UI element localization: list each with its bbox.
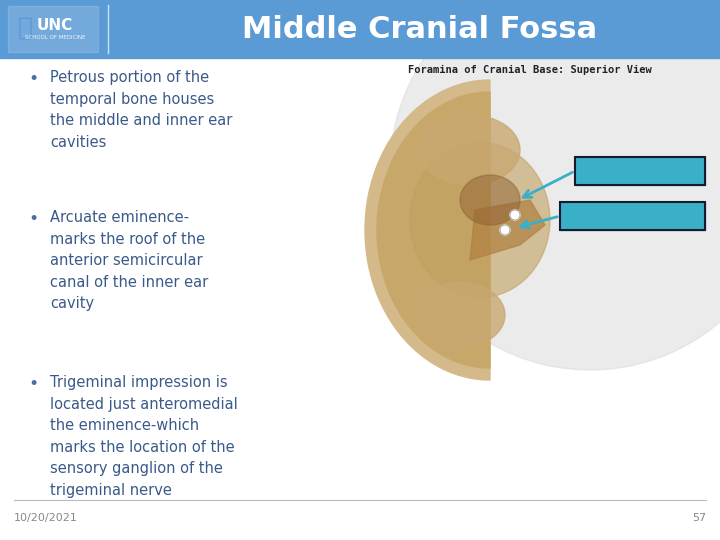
Ellipse shape bbox=[415, 282, 505, 348]
Bar bbox=[8, 6, 98, 52]
Circle shape bbox=[500, 225, 510, 235]
Text: Arcuate eminence-
marks the roof of the
anterior semicircular
canal of the inner: Arcuate eminence- marks the roof of the … bbox=[50, 210, 208, 312]
Text: ⬛: ⬛ bbox=[18, 15, 33, 39]
Bar bbox=[0, 0, 720, 58]
FancyArrowPatch shape bbox=[523, 172, 572, 197]
Text: •: • bbox=[28, 375, 38, 393]
Text: Middle Cranial Fossa: Middle Cranial Fossa bbox=[243, 15, 598, 44]
Circle shape bbox=[390, 0, 720, 370]
Text: Foramina of Cranial Base: Superior View: Foramina of Cranial Base: Superior View bbox=[408, 65, 652, 75]
Bar bbox=[575, 157, 705, 185]
Ellipse shape bbox=[460, 175, 520, 225]
Bar bbox=[575, 157, 705, 185]
Text: 57: 57 bbox=[692, 513, 706, 523]
FancyArrowPatch shape bbox=[521, 217, 557, 228]
Ellipse shape bbox=[420, 115, 520, 185]
Bar bbox=[560, 202, 705, 230]
Text: •: • bbox=[28, 70, 38, 88]
Polygon shape bbox=[377, 92, 490, 368]
Polygon shape bbox=[365, 80, 490, 380]
Circle shape bbox=[510, 210, 520, 220]
Text: Trigeminal impression is
located just anteromedial
the eminence-which
marks the : Trigeminal impression is located just an… bbox=[50, 375, 238, 498]
Polygon shape bbox=[470, 200, 545, 260]
Text: 10/20/2021: 10/20/2021 bbox=[14, 513, 78, 523]
Text: •: • bbox=[28, 210, 38, 228]
Ellipse shape bbox=[410, 143, 550, 298]
Text: Petrous portion of the
temporal bone houses
the middle and inner ear
cavities: Petrous portion of the temporal bone hou… bbox=[50, 70, 233, 150]
Text: UNC: UNC bbox=[37, 18, 73, 32]
Bar bbox=[560, 202, 705, 230]
Text: SCHOOL OF MEDICINE: SCHOOL OF MEDICINE bbox=[24, 35, 85, 39]
